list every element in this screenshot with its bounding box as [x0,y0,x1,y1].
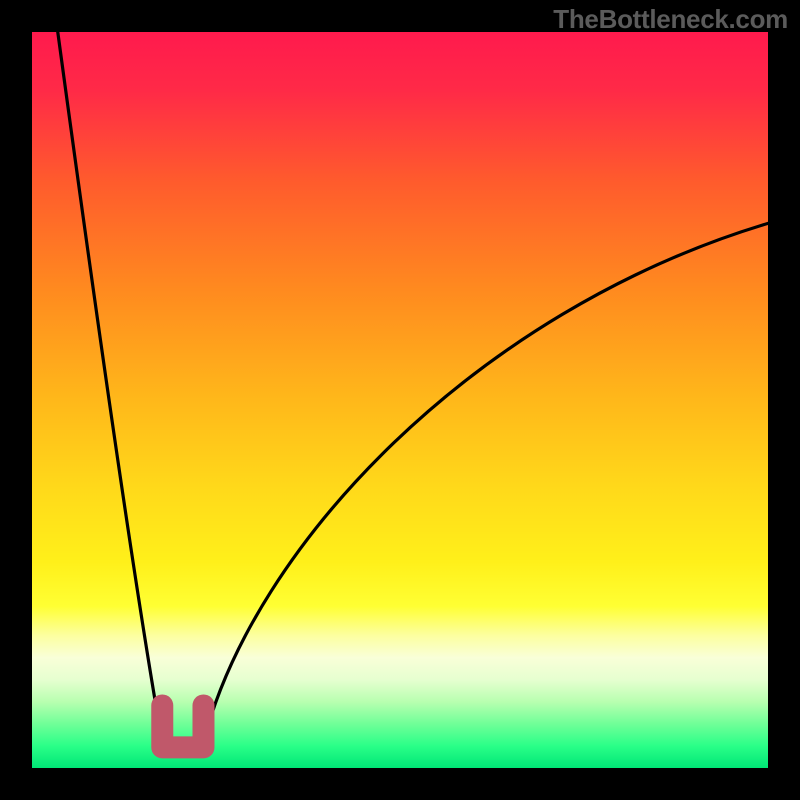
watermark-text: TheBottleneck.com [553,4,788,35]
plot-area [32,32,768,768]
plot-svg [32,32,768,768]
gradient-background [32,32,768,768]
